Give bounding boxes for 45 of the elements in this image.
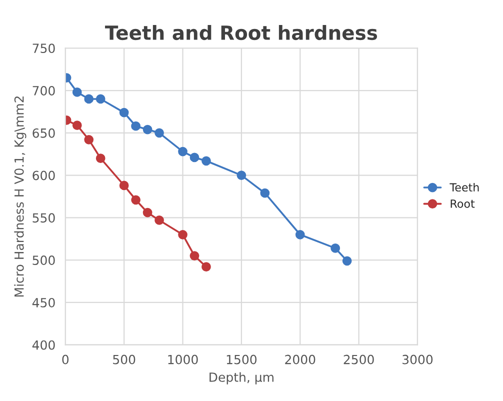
point <box>96 154 106 164</box>
y-tick-label: 550 <box>32 213 55 223</box>
x-tick-label: 1000 <box>168 354 198 364</box>
point <box>72 88 82 97</box>
point <box>295 230 305 240</box>
legend-label: Teeth <box>450 182 479 192</box>
point <box>96 94 106 104</box>
point <box>190 152 200 162</box>
point <box>202 262 211 272</box>
x-tick-label: 2000 <box>285 354 316 364</box>
x-tick-label: 2500 <box>344 354 374 364</box>
point <box>119 108 129 118</box>
y-tick-label: 400 <box>32 340 55 350</box>
point <box>72 120 82 130</box>
point <box>342 256 352 266</box>
legend-label: Root <box>450 200 475 208</box>
x-axis-title: Depth, µm <box>210 372 274 384</box>
y-tick-label: 600 <box>32 170 55 180</box>
x-tick-label: 3000 <box>402 354 433 364</box>
point <box>236 170 246 180</box>
point <box>178 146 188 156</box>
point <box>330 244 340 253</box>
point <box>84 135 94 144</box>
point <box>142 124 152 134</box>
point <box>119 180 129 190</box>
y-tick-label: 450 <box>32 298 55 308</box>
x-tick-label: 500 <box>113 354 136 364</box>
chart-title: Teeth and Root hardness <box>105 25 378 40</box>
point <box>202 156 211 166</box>
point <box>154 128 164 138</box>
y-tick-label: 500 <box>32 256 55 266</box>
x-tick-label: 0 <box>62 354 69 364</box>
y-tick-label: 650 <box>32 128 55 138</box>
y-tick-label: 750 <box>32 44 55 54</box>
point <box>178 230 188 240</box>
point <box>190 251 200 261</box>
x-tick-label: 1500 <box>226 354 257 364</box>
point <box>131 195 140 205</box>
y-axis-title: Micro Hardness H V0.1, Kg\mm2 <box>14 96 26 297</box>
point <box>131 121 140 131</box>
point <box>142 208 152 218</box>
point <box>154 216 164 225</box>
y-tick-label: 700 <box>32 86 55 96</box>
point <box>84 94 94 104</box>
point <box>260 188 270 198</box>
